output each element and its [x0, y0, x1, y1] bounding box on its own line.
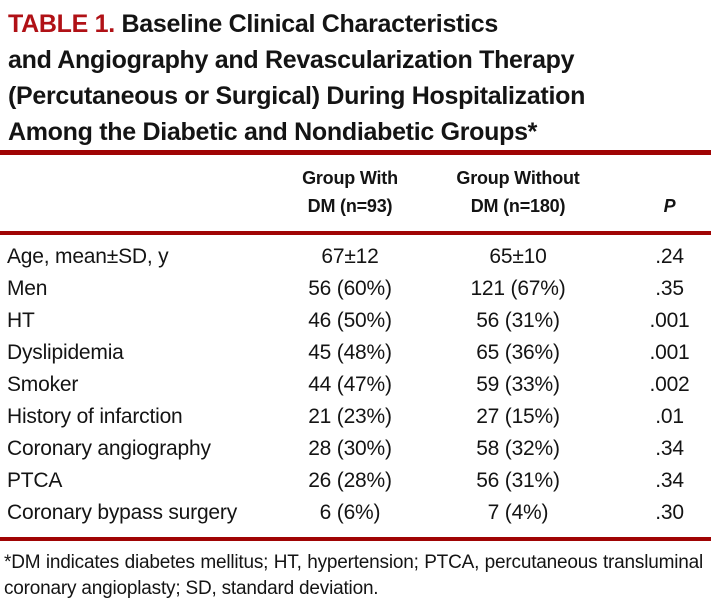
without-dm-value: 58 (32%) [476, 437, 560, 460]
without-dm-value: 56 (31%) [476, 469, 560, 492]
header-group-with-line2: DM (n=93) [307, 196, 393, 216]
without-dm-value: 56 (31%) [476, 309, 560, 332]
divider-top [0, 150, 711, 155]
row-label: History of infarction [7, 405, 183, 428]
with-dm-value: 46 (50%) [308, 309, 392, 332]
p-value: .002 [649, 373, 690, 396]
header-group-without-line2: DM (n=180) [470, 196, 566, 216]
row-label: PTCA [7, 469, 63, 492]
title-text-1: Baseline Clinical Characteristics [121, 10, 499, 38]
table-header-row: Group With DM (n=93) Group Without DM (n… [0, 155, 711, 231]
p-value: .001 [649, 309, 690, 332]
title-line-2: and Angiography and Revascularization Th… [8, 46, 575, 74]
title-line-4: Among the Diabetic and Nondiabetic Group… [8, 118, 538, 146]
title-line-3: (Percutaneous or Surgical) During Hospit… [8, 82, 586, 110]
row-label: Coronary angiography [7, 437, 211, 460]
with-dm-value: 6 (6%) [319, 501, 381, 524]
table-number: TABLE 1. [8, 10, 115, 38]
with-dm-value: 45 (48%) [308, 341, 392, 364]
without-dm-value: 65 (36%) [476, 341, 560, 364]
without-dm-value: 27 (15%) [476, 405, 560, 428]
divider-header [0, 231, 711, 235]
with-dm-value: 56 (60%) [308, 277, 392, 300]
table-title: TABLE 1. Baseline Clinical Characteristi… [0, 6, 711, 150]
table-row: HT 46 (50%) 56 (31%) .001 [0, 305, 711, 337]
divider-bottom [0, 537, 711, 541]
table-row: Dyslipidemia 45 (48%) 65 (36%) .001 [0, 337, 711, 369]
table-row: Coronary bypass surgery 6 (6%) 7 (4%) .3… [0, 497, 711, 529]
p-value: .34 [655, 469, 684, 492]
table-row: Coronary angiography 28 (30%) 58 (32%) .… [0, 433, 711, 465]
without-dm-value: 121 (67%) [470, 277, 566, 300]
row-label: Dyslipidemia [7, 341, 124, 364]
table-body: Age, mean±SD, y 67±12 65±10 .24 Men 56 (… [0, 235, 711, 537]
header-group-without-dm: Group Without DM (n=180) [428, 164, 608, 220]
table-row: Smoker 44 (47%) 59 (33%) .002 [0, 369, 711, 401]
header-group-with-dm: Group With DM (n=93) [272, 164, 428, 220]
title-line-1: TABLE 1. Baseline Clinical Characteristi… [8, 6, 711, 42]
header-p-value: P [663, 196, 676, 216]
p-value: .34 [655, 437, 684, 460]
row-label: Age, mean±SD, y [7, 245, 169, 268]
with-dm-value: 21 (23%) [308, 405, 392, 428]
table-row: Men 56 (60%) 121 (67%) .35 [0, 273, 711, 305]
without-dm-value: 59 (33%) [476, 373, 560, 396]
table-footnote: *DM indicates diabetes mellitus; HT, hyp… [4, 552, 703, 599]
without-dm-value: 65±10 [489, 245, 547, 268]
p-value: .01 [655, 405, 684, 428]
without-dm-value: 7 (4%) [487, 501, 549, 524]
with-dm-value: 26 (28%) [308, 469, 392, 492]
header-group-without-line1: Group Without [456, 168, 580, 188]
p-value: .24 [655, 245, 684, 268]
with-dm-value: 67±12 [321, 245, 379, 268]
row-label: Men [7, 277, 48, 300]
p-value: .001 [649, 341, 690, 364]
p-value: .35 [655, 277, 684, 300]
table-row: PTCA 26 (28%) 56 (31%) .34 [0, 465, 711, 497]
row-label: Smoker [7, 373, 79, 396]
header-group-with-line1: Group With [302, 168, 398, 188]
table-row: History of infarction 21 (23%) 27 (15%) … [0, 401, 711, 433]
table-row: Age, mean±SD, y 67±12 65±10 .24 [0, 241, 711, 273]
row-label: Coronary bypass surgery [7, 501, 237, 524]
with-dm-value: 28 (30%) [308, 437, 392, 460]
p-value: .30 [655, 501, 684, 524]
with-dm-value: 44 (47%) [308, 373, 392, 396]
row-label: HT [7, 309, 35, 332]
